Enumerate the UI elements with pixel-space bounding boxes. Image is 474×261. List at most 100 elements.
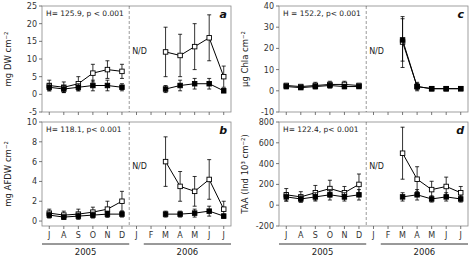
- y-axis-label: mg AFDW cm⁻²: [3, 141, 13, 207]
- marker: [91, 213, 96, 218]
- error-cap: [401, 127, 405, 128]
- error-cap: [401, 16, 405, 17]
- marker: [91, 71, 96, 76]
- panel-label: d: [456, 124, 464, 137]
- y-axis-label: μg Chla cm⁻²: [240, 31, 250, 87]
- marker: [400, 151, 405, 156]
- x-tick: [151, 112, 152, 115]
- error-cap: [193, 176, 197, 177]
- error-cap: [91, 90, 95, 91]
- y-tick-label: 40: [264, 2, 274, 11]
- error-cap: [164, 27, 168, 28]
- x-tick-label: J: [284, 231, 287, 240]
- error-cap: [222, 201, 226, 202]
- error-bar: [164, 137, 168, 187]
- series-line: [49, 84, 223, 91]
- x-tick-label: S: [313, 231, 318, 240]
- x-tick: [446, 226, 447, 229]
- x-tick: [49, 112, 50, 115]
- x-tick: [358, 112, 359, 115]
- error-cap: [342, 186, 346, 187]
- error-bar: [120, 211, 124, 217]
- y-axis-label: mg DW cm⁻²: [3, 32, 13, 87]
- error-bar: [401, 127, 405, 179]
- marker: [342, 84, 347, 89]
- error-bar: [62, 215, 66, 219]
- marker: [444, 86, 449, 91]
- error-cap: [62, 92, 66, 93]
- x-tick: [460, 112, 461, 115]
- error-bar: [415, 190, 419, 200]
- x-tick-label: M: [191, 231, 198, 240]
- x-tick-label: M: [399, 231, 406, 240]
- x-tick-label: S: [76, 231, 81, 240]
- x-tick: [315, 112, 316, 115]
- error-cap: [105, 78, 109, 79]
- error-bar: [222, 66, 226, 87]
- marker: [178, 212, 183, 217]
- x-tick: [446, 112, 447, 115]
- marker: [357, 193, 362, 198]
- stat-text: H= 118.1, p< 0.001: [46, 125, 122, 134]
- error-bar: [76, 209, 80, 219]
- marker: [444, 86, 449, 91]
- year-underline: [381, 244, 468, 245]
- y-tick-label: 0: [269, 201, 274, 210]
- error-cap: [207, 14, 211, 15]
- y-tick: [276, 6, 279, 7]
- error-cap: [430, 195, 434, 196]
- error-cap: [193, 209, 197, 210]
- marker: [429, 187, 434, 192]
- error-bar: [328, 83, 332, 88]
- error-bar: [105, 80, 109, 91]
- error-cap: [430, 181, 434, 182]
- year-underline: [144, 244, 231, 245]
- error-cap: [284, 201, 288, 202]
- plot-frame: [42, 122, 231, 226]
- error-cap: [401, 192, 405, 193]
- x-tick: [388, 112, 389, 115]
- error-bar: [328, 81, 332, 87]
- y-tick-label: 0: [32, 217, 37, 226]
- error-bar: [222, 214, 226, 218]
- error-cap: [105, 80, 109, 81]
- error-cap: [401, 18, 405, 19]
- marker: [458, 197, 463, 202]
- error-cap: [401, 67, 405, 68]
- error-bar: [47, 212, 51, 218]
- y-tick: [39, 122, 42, 123]
- error-cap: [47, 90, 51, 91]
- year-underline: [42, 244, 129, 245]
- marker: [76, 85, 81, 90]
- gap-annotation: N/D: [369, 162, 384, 171]
- y-tick-label: 20: [264, 44, 274, 53]
- x-tick-label: M: [428, 231, 435, 240]
- year-underline: [279, 244, 366, 245]
- error-bar: [164, 211, 168, 217]
- x-tick: [151, 226, 152, 229]
- x-tick: [329, 226, 330, 229]
- y-tick: [276, 90, 279, 91]
- error-cap: [164, 85, 168, 86]
- error-bar: [342, 193, 346, 201]
- error-cap: [76, 209, 80, 210]
- series: [47, 15, 226, 93]
- panel-label: c: [457, 8, 464, 21]
- x-tick: [136, 112, 137, 115]
- marker: [328, 83, 333, 88]
- gap-annotation: N/D: [132, 47, 147, 56]
- error-bar: [401, 193, 405, 201]
- series: [47, 78, 226, 93]
- marker: [178, 53, 183, 58]
- error-bar: [164, 86, 168, 93]
- error-cap: [193, 89, 197, 90]
- error-bar: [222, 89, 226, 93]
- x-tick-label: F: [149, 231, 154, 240]
- y-tick: [39, 181, 42, 182]
- error-cap: [62, 81, 66, 82]
- error-cap: [178, 76, 182, 77]
- error-cap: [62, 92, 66, 93]
- marker: [105, 67, 110, 72]
- x-tick-label: J: [444, 231, 447, 240]
- series: [284, 17, 463, 91]
